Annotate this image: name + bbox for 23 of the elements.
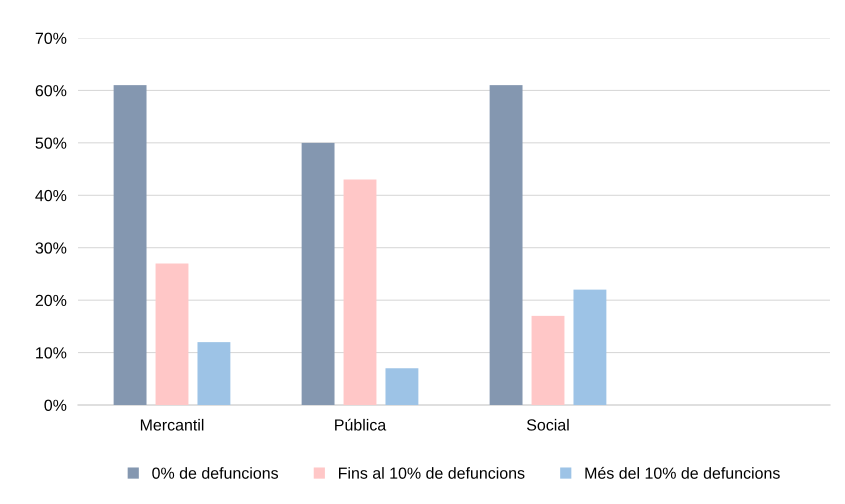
bar [156,263,188,405]
y-tick-label: 10% [36,347,66,359]
y-tick-label: 50% [36,137,66,149]
y-tick-label: 40% [35,190,66,202]
bar [114,85,147,405]
bar [385,368,418,405]
y-tick-label: 20% [36,294,66,306]
x-tick-label: Mercantil [140,418,204,431]
legend-label: Fins al 10% de defuncions [339,467,524,479]
bar [532,316,564,405]
y-tick-label: 70% [36,32,66,44]
x-tick-label: Social [526,418,569,431]
bar [302,142,335,405]
legend-label: 0% de defuncions [152,467,278,479]
y-tick-label: 60% [36,85,66,96]
x-tick-label: Pública [335,418,386,431]
bar [197,342,230,405]
legend-label: Més del 10% de defuncions [585,466,780,479]
y-tick-label: 30% [36,242,66,254]
bar [573,290,606,405]
bar [490,85,523,405]
y-tick-label: 0% [44,400,66,411]
bar [344,180,376,405]
